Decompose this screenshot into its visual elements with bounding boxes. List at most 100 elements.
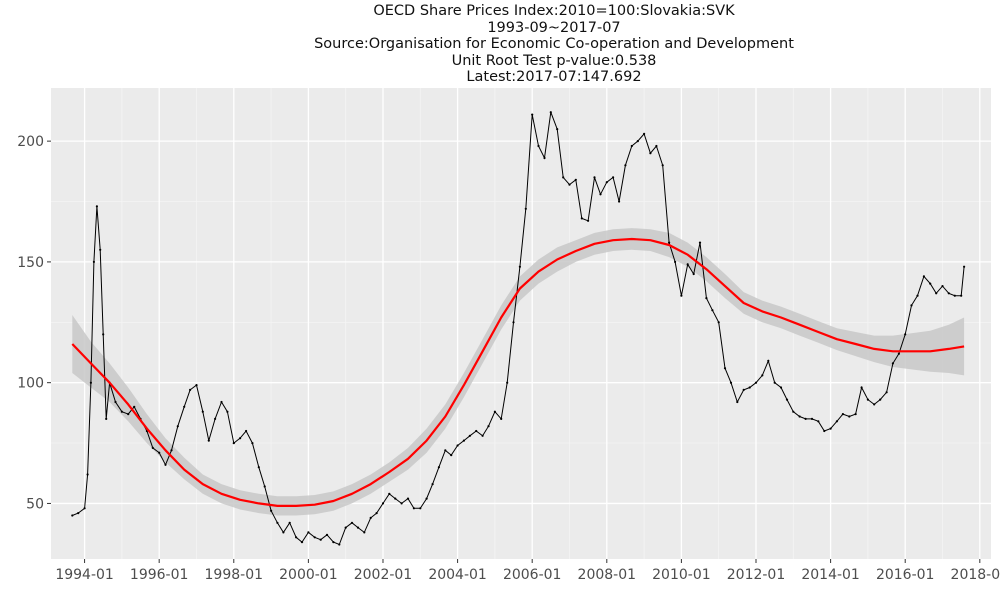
x-tick-label: 2008-01 bbox=[578, 567, 637, 583]
data-point bbox=[742, 388, 745, 391]
x-tick-label: 2018-01 bbox=[951, 567, 1000, 583]
data-point bbox=[257, 466, 260, 469]
data-point bbox=[189, 388, 192, 391]
data-point bbox=[332, 541, 335, 544]
data-point bbox=[562, 176, 565, 179]
data-point bbox=[705, 297, 708, 300]
data-point bbox=[425, 497, 428, 500]
x-tick-label: 2002-01 bbox=[354, 567, 413, 583]
data-point bbox=[512, 321, 515, 324]
data-point bbox=[170, 449, 173, 452]
data-point bbox=[953, 294, 956, 297]
data-point bbox=[599, 193, 602, 196]
data-point bbox=[263, 485, 266, 488]
data-point bbox=[680, 294, 683, 297]
data-point bbox=[686, 263, 689, 266]
x-tick-label: 2010-01 bbox=[652, 567, 711, 583]
data-point bbox=[381, 502, 385, 505]
data-point bbox=[618, 200, 621, 203]
data-point bbox=[531, 113, 534, 116]
data-point bbox=[151, 446, 154, 449]
data-point bbox=[300, 541, 304, 544]
data-point bbox=[475, 429, 478, 433]
data-point bbox=[549, 111, 552, 114]
data-point bbox=[338, 543, 341, 546]
data-point bbox=[214, 417, 217, 420]
data-point bbox=[798, 415, 801, 418]
data-point bbox=[891, 362, 895, 365]
data-point bbox=[127, 413, 130, 416]
data-point bbox=[668, 241, 671, 244]
major-grid bbox=[51, 88, 991, 559]
data-point bbox=[102, 333, 105, 336]
data-point bbox=[835, 420, 839, 423]
data-point bbox=[916, 294, 919, 297]
raw-points bbox=[71, 111, 966, 546]
data-point bbox=[879, 398, 882, 401]
data-point bbox=[120, 410, 123, 413]
data-point bbox=[493, 410, 496, 413]
data-point bbox=[270, 509, 273, 512]
data-point bbox=[910, 304, 913, 307]
data-point bbox=[89, 381, 92, 384]
data-point bbox=[456, 444, 459, 447]
data-point bbox=[963, 265, 966, 268]
data-point bbox=[99, 248, 102, 251]
data-point bbox=[356, 526, 360, 529]
data-point bbox=[105, 417, 108, 420]
data-point bbox=[873, 403, 876, 406]
x-tick-label: 2006-01 bbox=[503, 567, 562, 583]
data-point bbox=[748, 386, 751, 389]
series-line-trend bbox=[71, 237, 965, 507]
title-line-4: Unit Root Test p-value:0.538 bbox=[451, 52, 657, 69]
data-point bbox=[313, 536, 316, 539]
data-point bbox=[655, 144, 658, 148]
data-point bbox=[319, 538, 322, 541]
data-point bbox=[220, 400, 223, 404]
data-point bbox=[823, 429, 826, 433]
data-point bbox=[450, 454, 453, 457]
data-point bbox=[897, 352, 901, 355]
data-point bbox=[848, 415, 851, 418]
data-point bbox=[183, 405, 186, 408]
data-point bbox=[829, 427, 832, 430]
data-point bbox=[624, 164, 627, 167]
title-line-5: Latest:2017-07:147.692 bbox=[466, 69, 642, 85]
x-tick-label: 1994-01 bbox=[55, 567, 114, 583]
data-point bbox=[164, 463, 167, 466]
data-point bbox=[947, 292, 950, 295]
y-tick-label: 100 bbox=[17, 376, 44, 392]
data-point bbox=[276, 521, 279, 524]
data-point bbox=[388, 492, 391, 495]
data-point bbox=[779, 386, 783, 389]
data-point bbox=[960, 294, 963, 297]
x-tick-label: 2012-01 bbox=[727, 567, 786, 583]
x-tick-label: 1998-01 bbox=[205, 567, 264, 583]
data-point bbox=[487, 425, 490, 428]
data-point bbox=[239, 437, 242, 440]
data-point bbox=[288, 521, 291, 524]
data-point bbox=[568, 183, 571, 186]
x-tick-label: 2000-01 bbox=[279, 567, 338, 583]
data-point bbox=[817, 420, 820, 423]
data-point bbox=[636, 140, 639, 143]
data-point bbox=[114, 400, 117, 404]
data-point bbox=[350, 521, 354, 524]
data-point bbox=[841, 413, 845, 416]
data-point bbox=[543, 156, 546, 160]
data-point bbox=[674, 260, 677, 263]
data-point bbox=[723, 367, 727, 370]
data-point bbox=[245, 429, 248, 433]
data-point bbox=[518, 265, 522, 268]
data-point bbox=[922, 275, 926, 278]
data-point bbox=[226, 410, 229, 413]
data-point bbox=[232, 442, 235, 445]
title-line-3: Source:Organisation for Economic Co-oper… bbox=[314, 36, 794, 52]
data-point bbox=[207, 439, 210, 442]
data-point bbox=[419, 507, 422, 510]
data-point bbox=[717, 321, 720, 324]
data-point bbox=[307, 531, 310, 534]
data-point bbox=[95, 205, 98, 208]
data-point bbox=[736, 400, 739, 404]
